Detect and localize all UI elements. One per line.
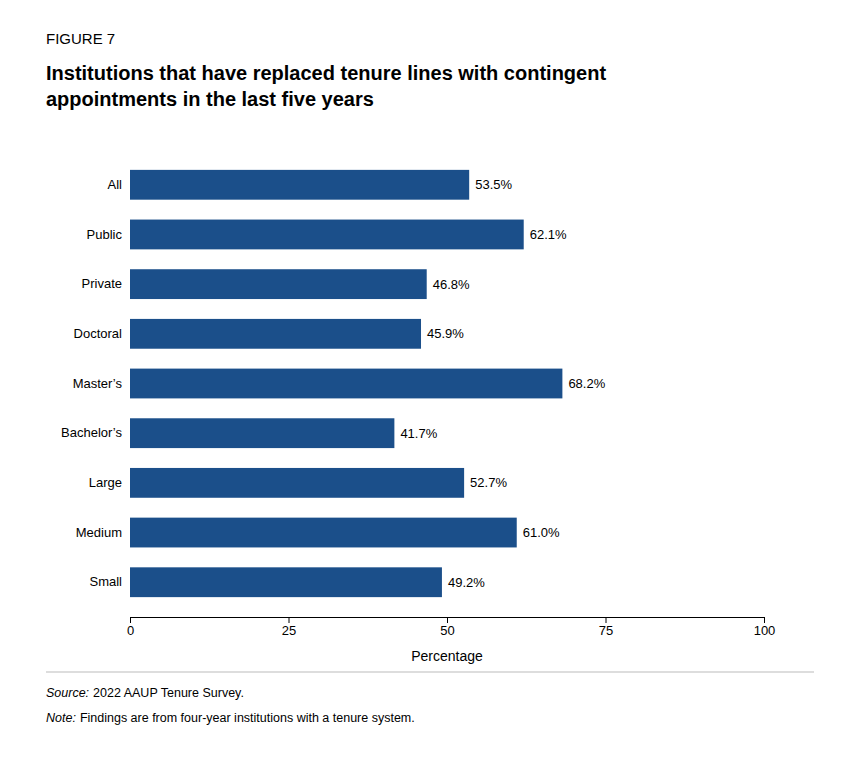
- x-tick: 25: [282, 617, 296, 638]
- footnote: Note: Findings are from four-year institu…: [46, 711, 415, 725]
- y-tick-label: Small: [89, 574, 122, 589]
- data-label: 53.5%: [475, 177, 512, 192]
- x-tick-label: 0: [127, 623, 134, 638]
- x-tick: 100: [754, 617, 776, 638]
- y-tick-label: Private: [82, 276, 122, 291]
- y-tick-label: All: [108, 177, 123, 192]
- x-tick-label: 25: [282, 623, 296, 638]
- bar: [130, 319, 421, 349]
- x-axis-title: Percentage: [411, 648, 483, 664]
- x-tick: 50: [440, 617, 454, 638]
- footnote-label: Note:: [46, 711, 76, 725]
- bar: [130, 170, 469, 200]
- footnote-separator: [46, 672, 814, 673]
- footnote-text: Findings are from four-year institutions…: [80, 711, 415, 725]
- bar: [130, 220, 524, 250]
- bar: [130, 418, 394, 448]
- footnote-text: 2022 AAUP Tenure Survey.: [93, 686, 244, 700]
- y-tick: Bachelor’s: [61, 425, 122, 440]
- y-tick: Small: [89, 574, 122, 589]
- x-tick-mark: [764, 617, 765, 623]
- x-tick-mark: [447, 617, 448, 623]
- x-tick-label: 50: [440, 623, 454, 638]
- bar: [130, 567, 442, 597]
- y-tick-label: Bachelor’s: [61, 425, 122, 440]
- y-tick-label: Doctoral: [74, 326, 123, 341]
- data-label: 46.8%: [433, 277, 470, 292]
- y-tick: Public: [87, 227, 123, 242]
- chart: FIGURE 7 Institutions that have replaced …: [0, 0, 844, 767]
- data-label: 61.0%: [523, 525, 560, 540]
- footnote: Source: 2022 AAUP Tenure Survey.: [46, 686, 244, 700]
- footnote-label: Source:: [46, 686, 89, 700]
- y-tick-label: Public: [87, 227, 123, 242]
- x-axis-line: [131, 618, 765, 624]
- data-labels: 53.5% 62.1% 46.8% 45.9% 68.2% 41.7% 52.7% 61.0%…: [400, 177, 605, 589]
- y-tick-label: Master’s: [73, 376, 123, 391]
- bar: [130, 518, 517, 548]
- x-tick: 75: [599, 617, 613, 638]
- y-axis: All Public Private Doctoral Master’s Bachelor…: [61, 177, 122, 589]
- x-tick-label: 75: [599, 623, 613, 638]
- x-tick-mark: [130, 617, 131, 623]
- title: Institutions that have replaced tenure l…: [46, 62, 606, 110]
- x-tick-mark: [289, 617, 290, 623]
- figure-label: FIGURE 7: [46, 30, 115, 47]
- data-label: 62.1%: [530, 227, 567, 242]
- data-label: 68.2%: [568, 376, 605, 391]
- y-tick: Private: [82, 276, 122, 291]
- y-tick-label: Large: [89, 475, 122, 490]
- plot: 53.5% 62.1% 46.8% 45.9% 68.2% 41.7% 52.7% 61.0%…: [61, 170, 775, 638]
- title-line: Institutions that have replaced tenure l…: [46, 62, 606, 84]
- y-tick-label: Medium: [76, 525, 122, 540]
- bars: [130, 170, 562, 597]
- bar: [130, 468, 464, 498]
- data-label: 49.2%: [448, 575, 485, 590]
- data-label: 45.9%: [427, 326, 464, 341]
- bar: [130, 269, 427, 299]
- x-tick-mark: [606, 617, 607, 623]
- x-tick-label: 100: [754, 623, 776, 638]
- y-tick: Medium: [76, 525, 122, 540]
- y-tick: Master’s: [73, 376, 123, 391]
- x-tick: 0: [127, 617, 134, 638]
- y-tick: Doctoral: [74, 326, 123, 341]
- bar: [130, 369, 562, 399]
- y-tick: All: [108, 177, 123, 192]
- title-line: appointments in the last five years: [46, 88, 374, 110]
- y-tick: Large: [89, 475, 122, 490]
- data-label: 41.7%: [400, 426, 437, 441]
- x-axis: 0 25 50 75 100: [127, 617, 775, 638]
- data-label: 52.7%: [470, 475, 507, 490]
